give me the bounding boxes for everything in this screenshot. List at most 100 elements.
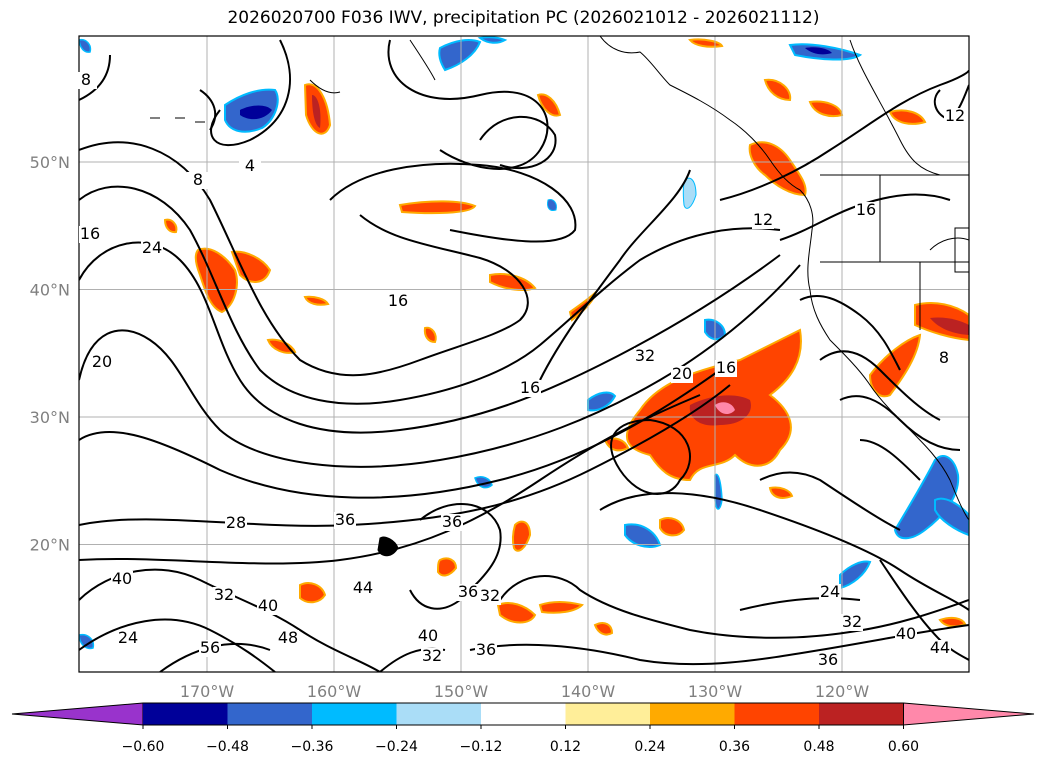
contour-label: 24	[820, 582, 840, 601]
contour-label-bg	[352, 580, 374, 597]
colorbar-tick-label: −0.36	[291, 739, 334, 755]
longitude-tick-labels: 170°W 160°W 150°W 140°W 130°W 120°W	[180, 682, 870, 701]
contour-label-bg	[75, 72, 97, 89]
contour-label-bg	[441, 514, 463, 531]
contour-label: 16	[80, 224, 100, 243]
contour-label-bg	[895, 626, 917, 643]
colorbar-extend-low	[11, 702, 144, 726]
coastlines	[150, 36, 969, 557]
contour-label: 28	[226, 513, 246, 532]
colorbar-tick-labels: −0.60 −0.48 −0.36 −0.24 −0.12 0.12 0.24 0.36 0.4…	[122, 725, 919, 755]
colorbar-tick-label: 0.48	[803, 739, 834, 755]
colorbar-segment	[396, 703, 482, 725]
contour-label-bg	[334, 512, 356, 529]
contour-label: 32	[842, 612, 862, 631]
contour-label-bg	[944, 108, 966, 125]
lon-tick-label: 140°W	[561, 682, 616, 701]
contour-label: 40	[258, 596, 278, 615]
lat-tick-label: 50°N	[30, 153, 70, 172]
contour-label-bg	[479, 588, 501, 605]
contour-label: 36	[442, 512, 462, 531]
contour-label: 36	[818, 650, 838, 669]
lat-tick-label: 40°N	[30, 281, 70, 300]
lon-tick-label: 150°W	[434, 682, 489, 701]
contour-label: 8	[81, 70, 91, 89]
colorbar-tick-label: −0.12	[460, 739, 503, 755]
contour-label-bg	[141, 240, 163, 257]
colorbar	[11, 702, 1035, 726]
contour-label: 36	[458, 582, 478, 601]
colorbar-segment	[143, 703, 228, 725]
lat-tick-label: 30°N	[30, 408, 70, 427]
map-title: 2026020700 F036 IWV, precipitation PC (2…	[227, 8, 820, 28]
colorbar-tick-label: 0.36	[719, 739, 750, 755]
contour-label: 40	[896, 624, 916, 643]
contour-label: 36	[335, 510, 355, 529]
contour-label: 32	[422, 646, 442, 665]
contour-label-bg	[841, 614, 863, 631]
colorbar-tick-label: −0.24	[375, 739, 418, 755]
contour-label: 4	[245, 156, 255, 175]
contour-label: 40	[112, 569, 132, 588]
contour-label: 16	[520, 378, 540, 397]
contour-label: 20	[672, 364, 692, 383]
contour-label: 32	[480, 586, 500, 605]
colorbar-tick-label: −0.60	[122, 739, 165, 755]
contour-label-bg	[213, 587, 235, 604]
colorbar-segment	[227, 703, 313, 725]
contour-label-bg	[715, 360, 737, 377]
colorbar-tick-label: 0.60	[888, 739, 919, 755]
contour-label-bg	[117, 630, 139, 647]
precip-negative-coast	[893, 455, 960, 540]
contour-label: 8	[193, 170, 203, 189]
contour-label-bg	[199, 640, 221, 657]
contour-label-bg	[417, 628, 439, 645]
colorbar-segment	[565, 703, 651, 725]
contour-label: 44	[930, 638, 950, 657]
contour-label-bg	[187, 172, 209, 189]
contour-label-bg	[257, 598, 279, 615]
contour-label-bg	[933, 350, 955, 367]
contour-label: 48	[278, 628, 298, 647]
contour-label: 32	[635, 346, 655, 365]
contour-label-bg	[817, 652, 839, 669]
colorbar-tick-label: 0.24	[634, 739, 665, 755]
contour-label-bg	[752, 212, 774, 229]
contour-label: 32	[214, 585, 234, 604]
contour-label: 8	[939, 348, 949, 367]
lat-tick-label: 20°N	[30, 536, 70, 555]
contour-label-bg	[239, 158, 261, 175]
contour-label-bg	[855, 202, 877, 219]
contour-label: 20	[92, 352, 112, 371]
latitude-tick-labels: 50°N 40°N 30°N 20°N	[30, 153, 70, 555]
contour-label-bg	[79, 226, 101, 243]
colorbar-segment	[819, 703, 904, 725]
lon-tick-label: 120°W	[815, 682, 870, 701]
contour-label-bg	[91, 354, 113, 371]
colorbar-tick-label: −0.48	[206, 739, 249, 755]
precipitation-fill	[79, 36, 969, 650]
contour-label-bg	[421, 648, 443, 665]
colorbar-tick-label: 0.12	[550, 739, 581, 755]
contour-label-bg	[929, 640, 951, 657]
contour-label-bg	[277, 630, 299, 647]
plot-frame	[78, 35, 970, 673]
graticule	[79, 36, 969, 672]
contour-label: 16	[388, 291, 408, 310]
contour-label: 12	[753, 210, 773, 229]
contour-label-bg	[225, 515, 247, 532]
contour-label-bg	[819, 584, 841, 601]
colorbar-segment	[312, 703, 397, 725]
plot-area	[79, 36, 969, 672]
iwv-contours	[79, 39, 969, 672]
contour-label: 44	[353, 578, 373, 597]
contour-label: 24	[142, 238, 162, 257]
colorbar-border	[143, 702, 904, 726]
colorbar-segment	[734, 703, 820, 725]
contour-label-bg	[519, 380, 541, 397]
contour-label-bg	[387, 293, 409, 310]
lon-tick-label: 170°W	[180, 682, 235, 701]
contour-label-bg	[634, 348, 656, 365]
